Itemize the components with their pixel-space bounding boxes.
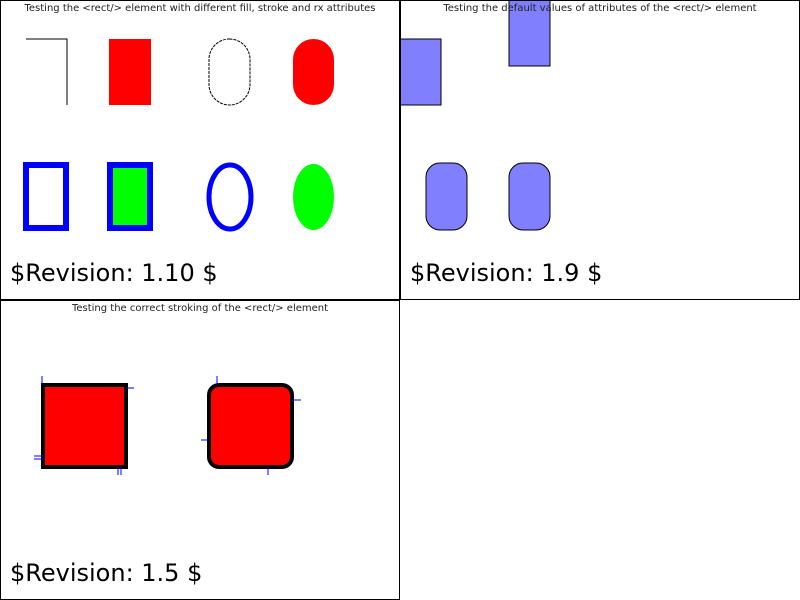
green-ellipse-rect — [293, 164, 334, 230]
partial-stroke-rect — [26, 38, 68, 105]
test-canvas — [23, 38, 334, 232]
stroked-red-rect — [41, 383, 128, 469]
revision-label: $Revision: 1.5 $ — [10, 559, 203, 587]
default-xy-rect — [401, 38, 442, 106]
panel-rect-fill-stroke-rx: Testing the <rect/> element with differe… — [0, 0, 400, 300]
test-canvas — [34, 376, 301, 475]
blue-outline-rect — [23, 162, 69, 231]
stroke-start-markers — [34, 376, 301, 475]
panel-title: Testing the <rect/> element with differe… — [24, 3, 376, 14]
default-y-rect — [508, 1, 551, 67]
panel-title: Testing the default values of attributes… — [443, 3, 757, 14]
revision-label: $Revision: 1.9 $ — [410, 259, 603, 287]
panel-title: Testing the correct stroking of the <rec… — [71, 303, 329, 314]
panel-rect-defaults: Testing the default values of attributes… — [400, 0, 800, 300]
red-rounded-rect — [293, 39, 334, 105]
rounded-outline-rect — [208, 38, 251, 106]
blue-ellipse-rect — [206, 162, 254, 232]
panel-rect-stroking: Testing the correct stroking of the <rec… — [0, 300, 400, 600]
test-canvas — [401, 1, 551, 231]
revision-label: $Revision: 1.10 $ — [10, 259, 218, 287]
red-rect — [109, 39, 151, 105]
default-ry-rect — [425, 162, 468, 231]
stroked-rounded-red-rect — [207, 383, 294, 469]
green-blue-rect — [107, 162, 153, 231]
default-rx-rect — [508, 162, 551, 231]
